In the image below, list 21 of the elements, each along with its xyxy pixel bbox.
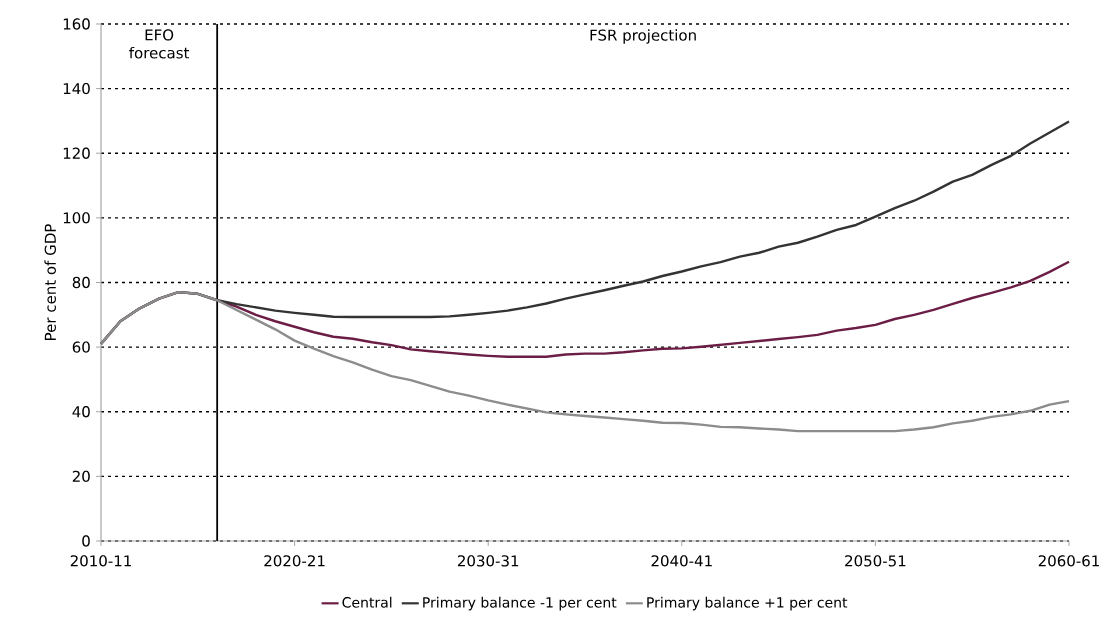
y-tick-label: 160 (63, 18, 90, 30)
y-tick-label: 0 (82, 535, 90, 547)
y-tick-label: 100 (63, 212, 90, 224)
y-tick-label: 60 (72, 341, 90, 353)
x-tick-label: 2040-41 (651, 555, 712, 567)
x-tick-label: 2010-11 (70, 555, 131, 567)
annotation: FSR projection (590, 29, 696, 44)
y-tick-label: 140 (63, 82, 90, 95)
legend-label: Central (342, 596, 392, 608)
legend-label: Primary balance +1 per cent (647, 596, 848, 611)
y-tick-label: 80 (72, 276, 90, 289)
x-tick-label: 2050-51 (845, 555, 906, 567)
x-tick-label: 2060-61 (1038, 555, 1099, 567)
x-tick-label: 2020-21 (264, 555, 325, 567)
y-axis-title: Per cent of GDP (44, 224, 56, 340)
y-tick-label: 120 (63, 147, 90, 159)
legend-label: Primary balance -1 per cent (423, 596, 617, 611)
x-tick-label: 2030-31 (457, 555, 519, 567)
annotation: EFO forecast (129, 29, 190, 59)
y-tick-label: 40 (72, 406, 90, 418)
y-tick-label: 20 (72, 470, 90, 483)
